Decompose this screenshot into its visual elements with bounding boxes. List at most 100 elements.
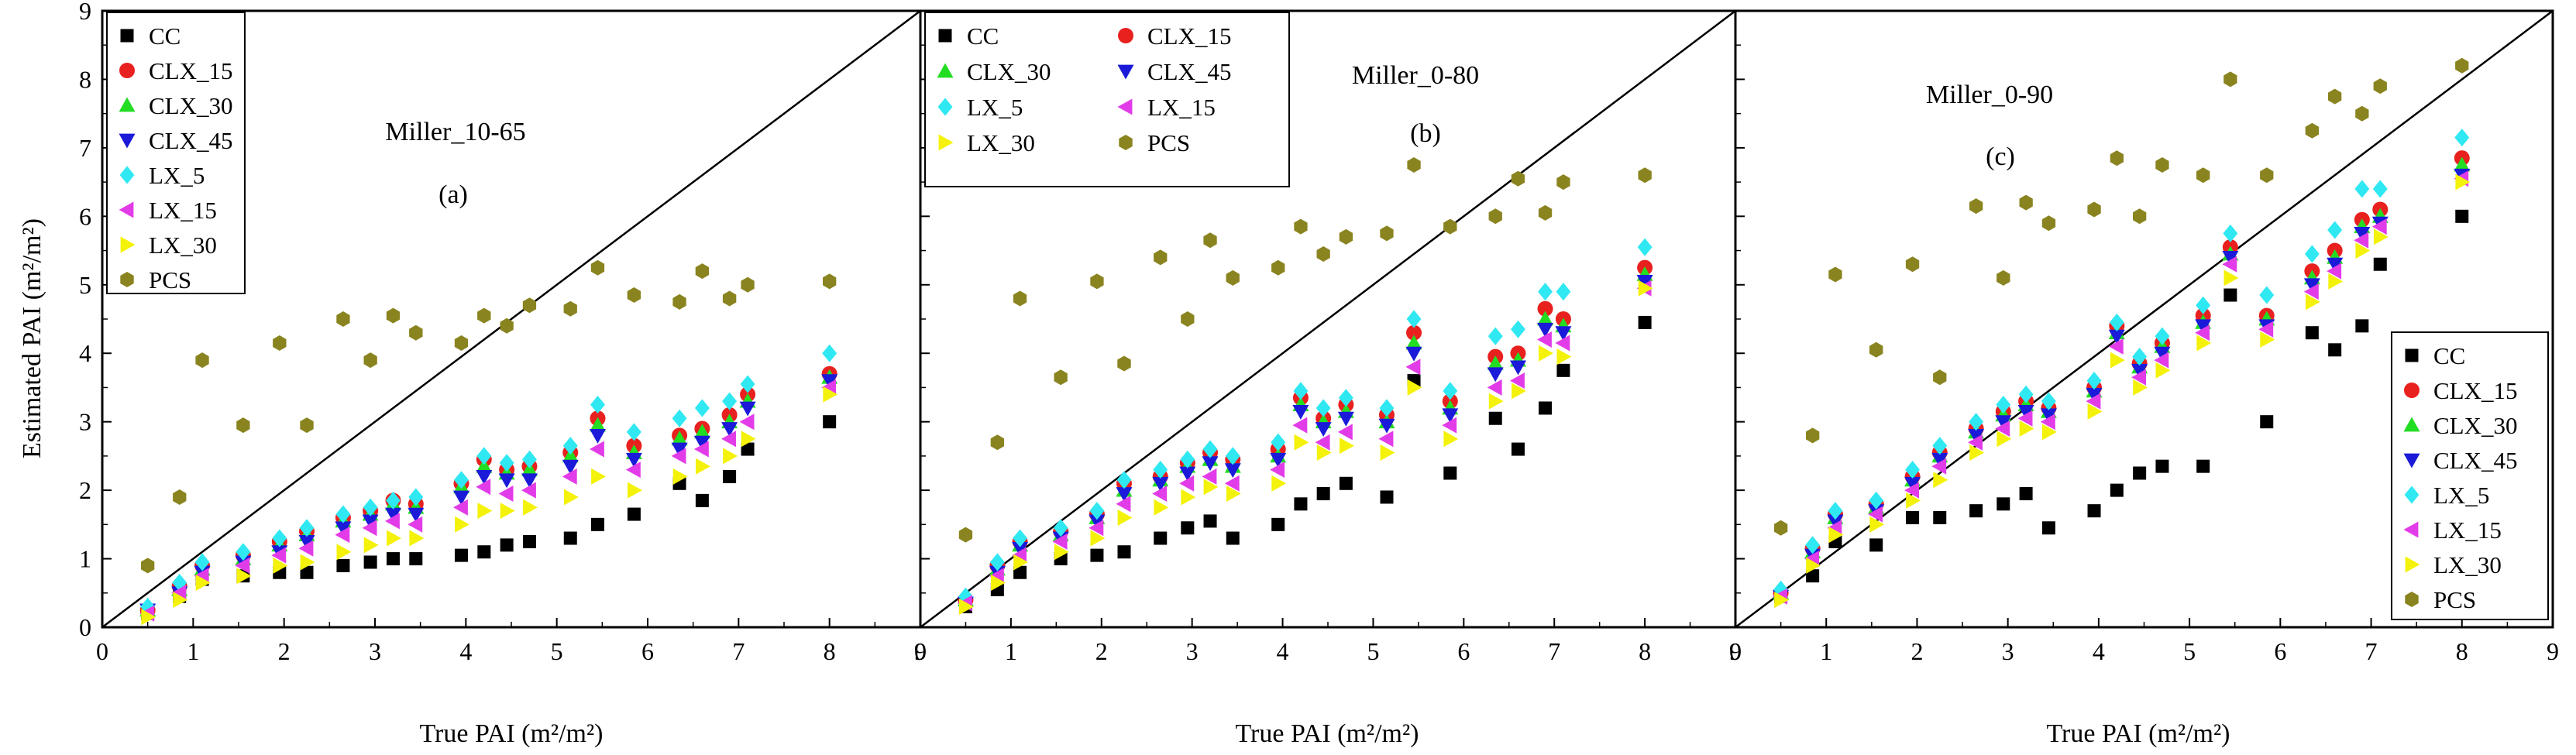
data-point bbox=[2455, 209, 2469, 223]
data-point bbox=[1012, 541, 1029, 557]
data-point bbox=[590, 417, 606, 432]
data-point bbox=[696, 458, 710, 475]
data-point bbox=[1996, 431, 2012, 448]
data-point bbox=[1996, 396, 2011, 414]
panel-a-x-axis-title: True PAI (m²/m²) bbox=[419, 719, 603, 748]
data-point bbox=[1013, 565, 1027, 579]
data-point bbox=[386, 491, 401, 510]
panel-c-label: (c) bbox=[1986, 142, 2015, 171]
legend-label: CLX_45 bbox=[149, 127, 233, 154]
legend-label: LX_30 bbox=[967, 129, 1035, 156]
legend-marker-cc bbox=[120, 29, 134, 43]
data-point bbox=[1806, 427, 1820, 444]
data-point bbox=[1378, 418, 1395, 434]
data-point bbox=[1537, 300, 1553, 317]
legend-label: LX_15 bbox=[149, 197, 217, 224]
panel-b-x-tick-label: 7 bbox=[1548, 637, 1560, 665]
panel-a-x-tick-label: 9 bbox=[914, 637, 927, 665]
data-point bbox=[2259, 286, 2275, 304]
data-point bbox=[363, 537, 379, 554]
data-point bbox=[1905, 256, 1920, 273]
data-point bbox=[2155, 459, 2169, 473]
data-point bbox=[271, 547, 287, 564]
data-point bbox=[1380, 444, 1395, 461]
data-point bbox=[363, 352, 377, 369]
data-point bbox=[1316, 399, 1331, 417]
data-point bbox=[1512, 383, 1526, 400]
panel-a-y-tick-label: 1 bbox=[79, 545, 91, 573]
legend-label: CLX_15 bbox=[1147, 22, 1232, 50]
data-point bbox=[1203, 232, 1217, 249]
data-point bbox=[2108, 329, 2125, 345]
legend-marker-cc bbox=[2405, 348, 2419, 362]
data-point bbox=[2372, 180, 2388, 198]
data-point bbox=[1154, 249, 1168, 266]
data-point bbox=[1181, 521, 1195, 535]
data-point bbox=[2373, 78, 2387, 94]
panel-c-legend-item: LX_5 bbox=[2404, 482, 2489, 509]
data-point bbox=[1226, 269, 1240, 286]
panel-a-series-lx-30 bbox=[141, 386, 838, 626]
legend-marker-clx-45 bbox=[119, 133, 136, 149]
data-point bbox=[1379, 399, 1395, 417]
data-point bbox=[625, 462, 641, 479]
data-point bbox=[1538, 204, 1553, 221]
panel-c-legend-item: CC bbox=[2405, 342, 2465, 369]
panel-a-y-tick-label: 4 bbox=[79, 339, 91, 367]
data-point bbox=[1337, 411, 1354, 427]
data-point bbox=[1931, 458, 1947, 475]
data-point bbox=[1932, 437, 1948, 455]
data-point bbox=[1933, 369, 1947, 386]
data-point bbox=[1180, 450, 1195, 468]
data-point bbox=[2196, 335, 2212, 352]
panel-c-x-tick-label: 2 bbox=[1911, 637, 1923, 665]
panel-a-y-tick-label: 7 bbox=[79, 134, 91, 162]
data-point bbox=[1405, 359, 1421, 376]
legend-marker-pcs bbox=[1119, 135, 1133, 150]
legend-marker-lx-30 bbox=[938, 134, 954, 151]
data-point bbox=[1995, 420, 2010, 437]
data-point bbox=[2306, 293, 2320, 311]
data-point bbox=[1315, 434, 1330, 451]
panel-b-legend-item: CLX_15 bbox=[1118, 22, 1232, 50]
data-point bbox=[2041, 215, 2056, 232]
data-point bbox=[1339, 228, 1353, 245]
data-point bbox=[1316, 487, 1330, 501]
data-point bbox=[2041, 521, 2055, 535]
data-point bbox=[1179, 466, 1196, 482]
legend-marker-clx-30 bbox=[2403, 417, 2420, 432]
panel-a-x-tick-label: 0 bbox=[96, 637, 108, 665]
legend-label: LX_15 bbox=[1147, 94, 1216, 121]
legend-marker-lx-30 bbox=[120, 236, 136, 253]
data-point bbox=[2133, 466, 2147, 480]
data-point bbox=[2154, 352, 2169, 369]
panel-b-x-tick-label: 1 bbox=[1005, 637, 1017, 665]
data-point bbox=[2108, 338, 2124, 355]
legend-marker-clx-45 bbox=[2403, 453, 2420, 468]
data-point bbox=[498, 473, 515, 489]
data-point bbox=[1406, 310, 1422, 328]
data-point bbox=[1154, 499, 1169, 516]
data-point bbox=[1931, 452, 1948, 468]
panel-c-x-axis-title: True PAI (m²/m²) bbox=[2046, 719, 2230, 748]
data-point bbox=[2110, 483, 2124, 497]
panel-c-x-tick-label: 1 bbox=[1820, 637, 1832, 665]
data-point bbox=[2328, 88, 2342, 105]
data-point bbox=[1487, 379, 1502, 396]
data-point bbox=[408, 507, 425, 523]
panel-a-y-tick-label: 2 bbox=[79, 476, 91, 504]
panel-c-x-tick-label: 5 bbox=[2183, 637, 2196, 665]
data-point bbox=[386, 307, 401, 324]
panel-b-series-lx-15 bbox=[957, 280, 1652, 612]
panel-b-legend: CC CLX_15 CLX_30 CLX_45 LX_5 LX_15 LX_30 PCS bbox=[924, 12, 1290, 187]
data-point bbox=[821, 374, 838, 390]
data-point bbox=[522, 297, 537, 314]
data-point bbox=[1774, 592, 1790, 609]
data-point bbox=[1537, 311, 1553, 326]
panel-c: Miller_0-90 (c) True PAI (m²/m²) 0 1 2 3 4 5 6… bbox=[1729, 9, 2559, 748]
data-point bbox=[1869, 491, 1884, 510]
panel-c-x-tick-label: 7 bbox=[2365, 637, 2378, 665]
data-point bbox=[299, 519, 315, 537]
data-point bbox=[1806, 557, 1821, 574]
data-point bbox=[2196, 459, 2210, 473]
